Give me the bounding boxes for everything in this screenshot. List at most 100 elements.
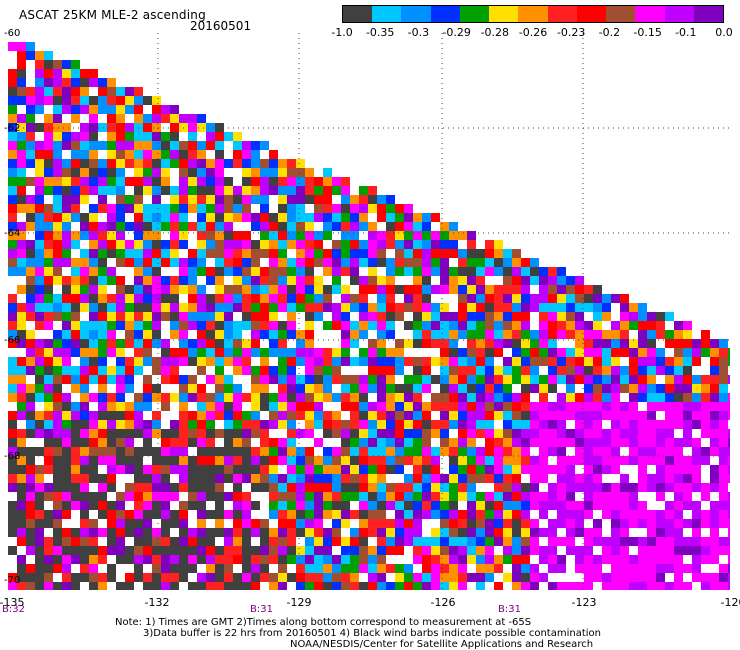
field-cell — [287, 276, 296, 285]
field-cell — [530, 492, 539, 501]
field-cell — [71, 285, 80, 294]
field-cell — [62, 168, 71, 177]
field-cell — [692, 483, 701, 492]
field-cell — [296, 240, 305, 249]
field-cell — [503, 402, 512, 411]
field-cell — [476, 510, 485, 519]
field-cell — [521, 564, 530, 573]
field-cell — [548, 528, 557, 537]
field-cell — [593, 294, 602, 303]
field-cell — [431, 501, 440, 510]
field-cell — [332, 240, 341, 249]
field-cell — [62, 348, 71, 357]
field-cell — [152, 564, 161, 573]
field-cell — [35, 267, 44, 276]
field-cell — [296, 249, 305, 258]
field-cell — [188, 420, 197, 429]
field-cell — [377, 474, 386, 483]
field-cell — [305, 375, 314, 384]
field-cell — [674, 555, 683, 564]
field-cell — [314, 249, 323, 258]
field-cell — [197, 537, 206, 546]
field-cell — [179, 303, 188, 312]
field-cell — [584, 510, 593, 519]
field-cell — [206, 168, 215, 177]
field-cell — [467, 546, 476, 555]
field-cell — [170, 564, 179, 573]
field-cell — [413, 366, 422, 375]
field-cell — [611, 393, 620, 402]
field-cell — [404, 258, 413, 267]
field-cell — [125, 546, 134, 555]
field-cell — [197, 213, 206, 222]
field-cell — [287, 348, 296, 357]
field-cell — [260, 294, 269, 303]
field-cell — [404, 573, 413, 582]
colorbar-swatch — [635, 6, 665, 22]
field-cell — [503, 528, 512, 537]
field-cell — [440, 222, 449, 231]
field-cell — [593, 447, 602, 456]
field-cell — [53, 132, 62, 141]
field-cell — [710, 375, 719, 384]
field-cell — [647, 537, 656, 546]
field-cell — [188, 285, 197, 294]
field-cell — [215, 384, 224, 393]
field-cell — [188, 114, 197, 123]
field-cell — [152, 366, 161, 375]
field-cell — [638, 501, 647, 510]
field-cell — [296, 573, 305, 582]
field-cell — [62, 240, 71, 249]
field-cell — [665, 312, 674, 321]
field-cell — [170, 348, 179, 357]
field-cell — [296, 384, 305, 393]
field-cell — [476, 321, 485, 330]
field-cell — [476, 294, 485, 303]
field-cell — [494, 393, 503, 402]
field-cell — [584, 321, 593, 330]
field-cell — [557, 483, 566, 492]
field-cell — [215, 483, 224, 492]
field-cell — [44, 564, 53, 573]
field-cell — [332, 249, 341, 258]
field-cell — [197, 186, 206, 195]
field-cell — [71, 447, 80, 456]
field-cell — [566, 366, 575, 375]
field-cell — [440, 267, 449, 276]
field-cell — [332, 276, 341, 285]
field-cell — [170, 105, 179, 114]
field-cell — [206, 204, 215, 213]
field-cell — [260, 141, 269, 150]
field-cell — [80, 402, 89, 411]
field-cell — [134, 537, 143, 546]
field-cell — [584, 294, 593, 303]
field-cell — [143, 573, 152, 582]
field-cell — [215, 258, 224, 267]
field-cell — [305, 195, 314, 204]
colorbar-tick-label: -0.26 — [518, 26, 548, 39]
field-cell — [557, 501, 566, 510]
field-cell — [728, 528, 730, 537]
field-cell — [143, 177, 152, 186]
field-cell — [422, 456, 431, 465]
field-cell — [593, 456, 602, 465]
field-cell — [368, 186, 377, 195]
field-cell — [467, 258, 476, 267]
field-cell — [152, 177, 161, 186]
field-cell — [458, 474, 467, 483]
field-cell — [152, 204, 161, 213]
field-cell — [683, 474, 692, 483]
field-cell — [332, 411, 341, 420]
field-cell — [395, 384, 404, 393]
field-cell — [629, 573, 638, 582]
field-cell — [8, 96, 17, 105]
field-cell — [80, 96, 89, 105]
field-cell — [89, 420, 98, 429]
field-cell — [116, 528, 125, 537]
field-cell — [593, 501, 602, 510]
field-cell — [161, 150, 170, 159]
field-cell — [215, 429, 224, 438]
field-cell — [350, 456, 359, 465]
field-cell — [197, 357, 206, 366]
field-cell — [71, 105, 80, 114]
